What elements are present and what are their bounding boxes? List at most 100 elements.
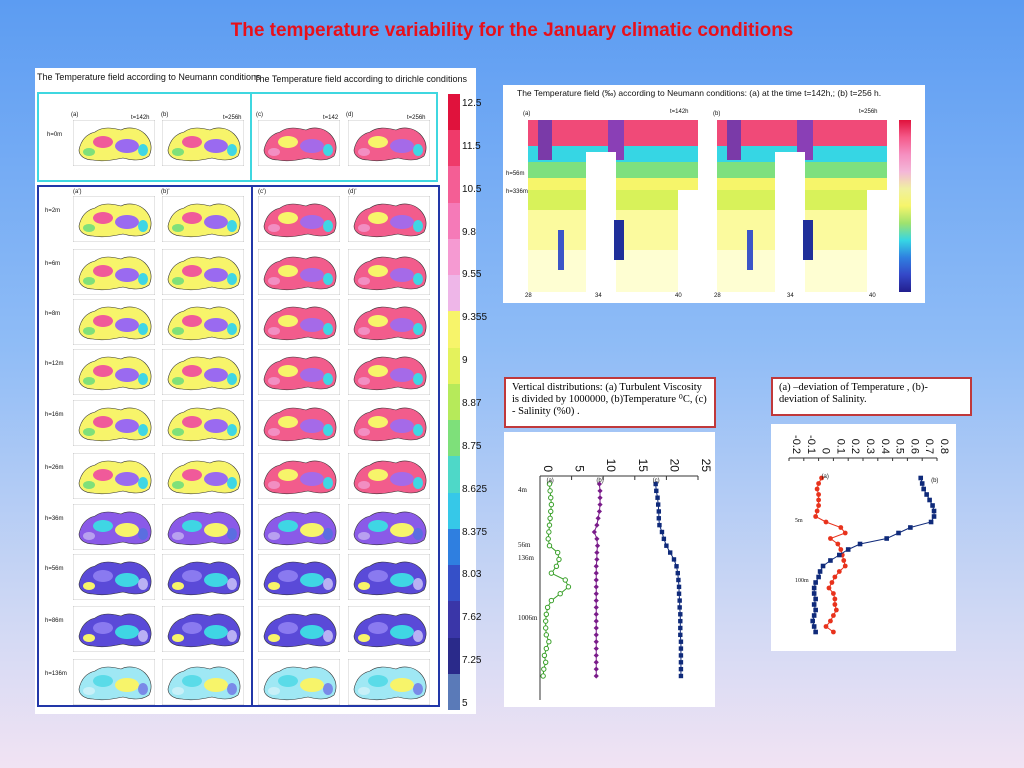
- top-frame: [37, 92, 438, 182]
- sea-map-0-1: [162, 120, 244, 166]
- sea-map-5-2: [258, 400, 340, 446]
- panel-letter-a-prime: (a'): [73, 189, 82, 195]
- colorbar-tick: 9: [462, 355, 468, 367]
- temperature-colorbar: 12.5 11.5 10.5 9.8 9.55 9.355 9 8.87 8.75 8.625 8.…: [448, 94, 488, 711]
- vchart-point: [548, 597, 555, 604]
- vchart-point: [546, 522, 553, 528]
- section-colorbar: [899, 120, 911, 292]
- dchart-point: [819, 475, 824, 481]
- section-time-b: t=256h: [859, 109, 878, 115]
- section-x-tick-28: 28: [525, 293, 532, 299]
- colorbar-tick: 8.03: [462, 569, 482, 581]
- sea-map-2-2: [258, 249, 340, 295]
- sea-map-10-3: [348, 659, 430, 705]
- colorbar-tick: 7.62: [462, 612, 482, 624]
- sea-map-5-0: [73, 400, 155, 446]
- vchart-point: [542, 618, 549, 624]
- colorbar-tick: 12.5: [462, 98, 482, 109]
- sea-map-6-2: [258, 453, 340, 499]
- lower-frame: [37, 185, 440, 707]
- vchart-point: [542, 625, 549, 631]
- vchart-point: [678, 660, 684, 665]
- sea-map-3-2: [258, 299, 340, 345]
- vchart-point: [548, 501, 555, 508]
- dchart-point: [828, 618, 833, 624]
- sea-map-6-0: [73, 453, 155, 499]
- sea-map-3-1: [162, 299, 244, 345]
- colorbar-swatch: [448, 637, 460, 675]
- vertical-distribution-svg: 0 5 10 15 20 25 (a) (b) (c) 4m 56m 136m 1006m: [518, 459, 713, 700]
- slide-title: The temperature variability for the Janu…: [230, 20, 794, 41]
- dchart-point: [816, 574, 821, 580]
- depth-label: h=2m: [45, 208, 61, 214]
- vchart-point: [546, 529, 552, 535]
- vchart-point: [659, 529, 665, 535]
- vchart-point: [546, 639, 552, 645]
- dchart-x-tick-label: 0.8: [938, 439, 950, 454]
- colorbar-swatch: [448, 528, 460, 566]
- depth-label: h=16m: [45, 412, 64, 418]
- vchart-point: [593, 604, 599, 611]
- vchart-depth-label: 136m: [518, 554, 535, 562]
- vchart-point: [547, 515, 553, 521]
- vchart-point: [594, 543, 601, 549]
- vchart-point: [593, 673, 599, 679]
- sea-map-8-3: [348, 554, 430, 600]
- vchart-point: [678, 639, 684, 644]
- vchart-point: [655, 495, 660, 500]
- colorbar-swatch: [448, 130, 460, 167]
- neumann-header: The Temperature field according to Neuma…: [37, 72, 261, 82]
- vchart-point: [593, 639, 599, 645]
- sea-map-10-1: [162, 659, 244, 705]
- sea-map-3-0: [73, 299, 155, 345]
- dchart-point: [931, 514, 937, 519]
- dchart-point: [831, 591, 836, 596]
- sea-map-5-3: [348, 400, 430, 446]
- sea-map-9-1: [162, 606, 244, 652]
- vchart-point: [657, 522, 662, 528]
- time-label-b: t=256h: [223, 115, 242, 121]
- vchart-point: [661, 536, 667, 542]
- vchart-point: [597, 501, 603, 508]
- colorbar-tick: 10.5: [462, 183, 482, 195]
- dchart-point: [831, 629, 836, 635]
- section-label-a: (a): [523, 111, 531, 117]
- vchart-point: [543, 611, 550, 617]
- depth-label: h=136m: [45, 671, 67, 677]
- vchart-point: [541, 666, 547, 672]
- vchart-point: [667, 550, 673, 555]
- dchart-x-tick-label: 0.5: [894, 439, 906, 454]
- dchart-point: [823, 624, 829, 629]
- colorbar-tick: 8.75: [462, 440, 482, 452]
- panel-letter-d: (d): [346, 112, 354, 118]
- dchart-point: [813, 607, 818, 613]
- section-x-tick-34-b: 34: [787, 293, 794, 299]
- vchart-point: [553, 563, 560, 569]
- temperature-section-figure: The Temperature field (‰) according to N…: [503, 85, 925, 303]
- vchart-point: [655, 502, 661, 507]
- dchart-point: [816, 497, 821, 503]
- panel-letter-c: (c): [256, 112, 263, 118]
- dchart-series-line: [812, 477, 935, 633]
- colorbar-tick: 9.355: [462, 312, 488, 324]
- vchart-depth-label: 4m: [518, 486, 528, 494]
- colorbar-swatch: [448, 420, 460, 457]
- vchart-x-tick-label: 5: [573, 465, 587, 472]
- sea-map-3-3: [348, 299, 430, 345]
- section-x-tick-34: 34: [595, 293, 602, 299]
- dchart-point: [836, 569, 842, 574]
- vchart-point: [678, 666, 684, 672]
- colorbar-swatch: [448, 565, 460, 602]
- dchart-x-tick-label: 0.7: [923, 439, 935, 454]
- vchart-point: [548, 508, 554, 515]
- vchart-point: [594, 556, 600, 563]
- dchart-point: [814, 486, 820, 492]
- dchart-point: [931, 508, 937, 514]
- deviation-chart: -0.2 -0.1 0 0.1 0.2 0.3 0.4 0.5 0.6 0.7 0.8 (a) (b) 5…: [771, 424, 956, 651]
- time-label-a: t=142h: [131, 115, 150, 121]
- vchart-point: [544, 604, 551, 611]
- vchart-point: [593, 659, 599, 665]
- colorbar-swatch: [448, 166, 460, 204]
- sea-map-10-0: [73, 659, 155, 705]
- dchart-point: [811, 585, 817, 591]
